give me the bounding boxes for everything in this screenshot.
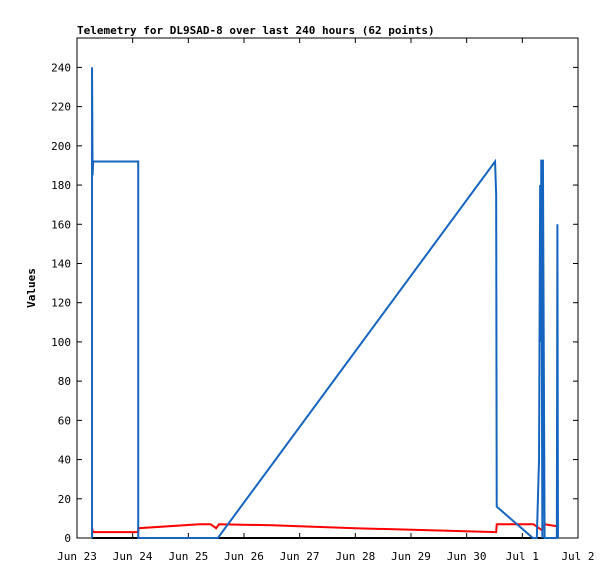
y-tick-label: 120	[51, 297, 71, 310]
y-tick-label: 220	[51, 101, 71, 114]
x-tick-label: Jun 27	[280, 550, 320, 563]
y-tick-label: 100	[51, 336, 71, 349]
y-tick-label: 0	[64, 532, 71, 545]
x-tick-label: Jun 24	[113, 550, 153, 563]
y-tick-label: 60	[58, 414, 71, 427]
plot-frame	[76, 37, 579, 539]
y-tick-label: 240	[51, 61, 71, 74]
x-tick-label: Jul 2	[561, 550, 594, 563]
x-tick-label: Jun 26	[224, 550, 264, 563]
y-tick-label: 160	[51, 218, 71, 231]
x-tick-label: Jun 28	[335, 550, 375, 563]
y-tick-label: 140	[51, 257, 71, 270]
x-tick-label: Jun 23	[57, 550, 97, 563]
x-tick-label: Jun 29	[391, 550, 431, 563]
y-tick-label: 40	[58, 454, 71, 467]
chart-title: Telemetry for DL9SAD-8 over last 240 hou…	[77, 24, 435, 37]
x-tick-label: Jun 30	[447, 550, 487, 563]
y-axis-label: Values	[25, 268, 38, 308]
series-line	[91, 67, 559, 539]
y-tick-label: 200	[51, 140, 71, 153]
y-tick-label: 20	[58, 493, 71, 506]
x-tick-label: Jul 1	[506, 550, 539, 563]
y-tick-label: 180	[51, 179, 71, 192]
y-tick-label: 80	[58, 375, 71, 388]
series-line	[91, 523, 558, 534]
x-tick-label: Jun 25	[168, 550, 208, 563]
